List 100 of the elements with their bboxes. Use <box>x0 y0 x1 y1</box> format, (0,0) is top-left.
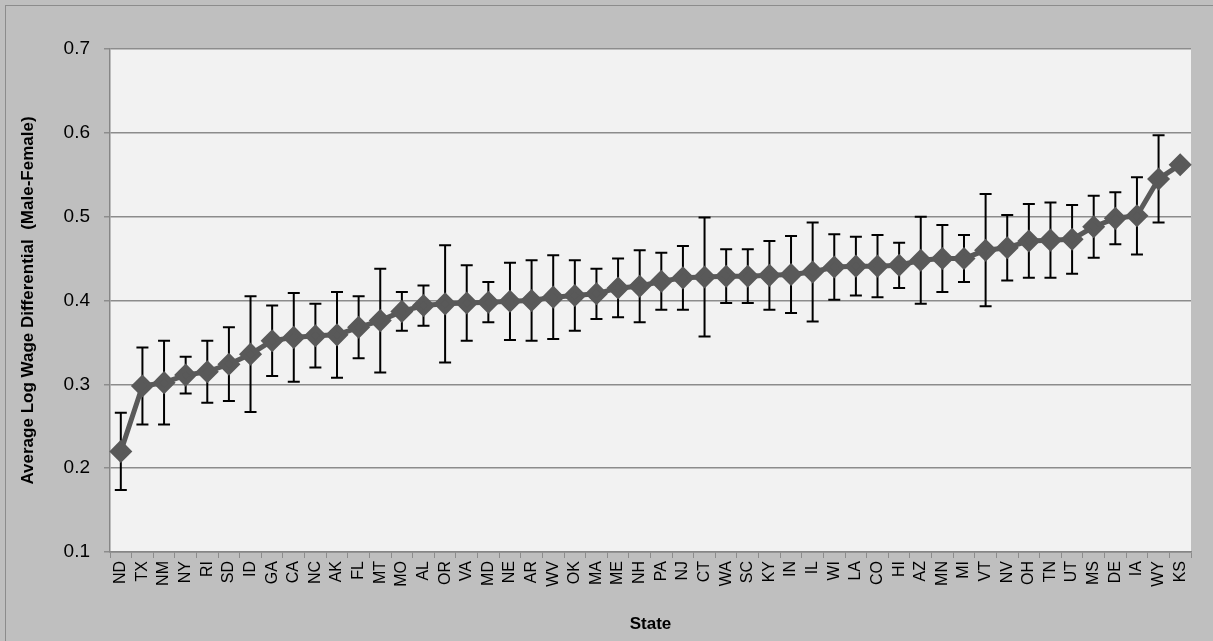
x-tick-label: MD <box>478 561 496 586</box>
point <box>845 255 867 277</box>
x-tick-label: WY <box>1148 560 1166 587</box>
x-tick-label: HI <box>889 561 907 577</box>
y-tick-label: 0.3 <box>63 372 90 394</box>
x-tick-label: WI <box>824 561 842 581</box>
x-tick-label: MO <box>392 561 410 587</box>
point <box>996 237 1018 259</box>
point <box>672 267 694 289</box>
x-tick-label: NC <box>305 561 323 585</box>
x-tick-label: OH <box>1019 561 1037 585</box>
x-tick-label: SC <box>738 561 756 584</box>
point <box>131 375 153 397</box>
point <box>391 300 413 322</box>
y-tick-label: 0.6 <box>63 121 90 143</box>
point <box>542 286 564 308</box>
point <box>477 291 499 313</box>
x-tick-label: IA <box>1127 560 1145 577</box>
point <box>1083 216 1105 238</box>
point <box>1039 229 1061 251</box>
x-tick-label: IL <box>803 560 821 575</box>
y-tick-label: 0.7 <box>63 37 90 59</box>
point <box>975 239 997 261</box>
point <box>737 265 759 287</box>
point <box>369 310 391 332</box>
point <box>1169 154 1191 176</box>
x-tick-label: NE <box>500 561 518 584</box>
point <box>240 343 262 365</box>
y-axis-title: Average Log Wage Differential (Male-Female) <box>17 116 37 485</box>
x-tick-label: NM <box>154 561 172 586</box>
point <box>1126 205 1148 227</box>
x-tick-label: LA <box>846 560 864 581</box>
x-tick-label: WV <box>543 560 561 587</box>
point <box>218 353 240 375</box>
x-tick-label: ND <box>111 561 129 585</box>
y-tick-label: 0.1 <box>63 540 90 562</box>
point <box>110 440 132 462</box>
x-tick-label: MT <box>370 560 388 585</box>
point <box>1104 207 1126 229</box>
x-tick-label: CO <box>867 561 885 585</box>
x-tick-label: AL <box>413 560 431 581</box>
x-tick-label: ME <box>608 561 626 585</box>
x-tick-label: GA <box>262 560 280 585</box>
x-tick-label: NH <box>630 561 648 585</box>
x-tick-label: RI <box>197 561 215 577</box>
point <box>867 255 889 277</box>
x-tick-label: AZ <box>911 560 929 582</box>
x-tick-label: IN <box>781 561 799 577</box>
x-tick-label: NV <box>997 560 1015 584</box>
x-tick-label: MA <box>586 560 604 585</box>
point <box>1148 168 1170 190</box>
x-tick-label: PA <box>651 560 669 582</box>
point <box>283 326 305 348</box>
x-tick-label: CA <box>284 560 302 584</box>
point <box>304 325 326 347</box>
x-tick-label: AK <box>327 560 345 583</box>
x-tick-label: UT <box>1062 560 1080 583</box>
x-tick-label: ID <box>240 561 258 577</box>
point <box>1018 230 1040 252</box>
x-tick-label: OK <box>565 560 583 585</box>
point <box>910 249 932 271</box>
point <box>650 270 672 292</box>
x-tick-label: SD <box>219 561 237 584</box>
point <box>521 290 543 311</box>
x-tick-label: MI <box>954 561 972 579</box>
point <box>175 364 197 386</box>
y-tick-label: 0.5 <box>63 204 90 226</box>
point <box>715 265 737 287</box>
point <box>564 284 586 306</box>
x-axis-title: State <box>629 614 672 634</box>
x-tick-label: TX <box>132 560 150 582</box>
x-tick-label: FL <box>349 560 367 580</box>
x-tick-label: VT <box>976 560 994 582</box>
x-tick-label: AR <box>522 561 539 584</box>
point <box>694 266 716 288</box>
point <box>261 330 283 352</box>
x-tick-label: CT <box>694 560 712 583</box>
y-tick-label: 0.4 <box>63 288 91 310</box>
point <box>823 256 845 278</box>
point <box>456 292 478 314</box>
x-tick-label: KY <box>759 560 777 583</box>
x-tick-label: VA <box>457 560 475 582</box>
point <box>607 277 629 299</box>
point <box>196 361 218 383</box>
point <box>326 324 348 346</box>
x-tick-label: KS <box>1170 561 1188 583</box>
point <box>348 316 370 338</box>
point <box>629 275 651 297</box>
x-tick-label: WA <box>716 560 734 587</box>
point <box>953 248 975 270</box>
y-tick-label: 0.2 <box>63 456 90 478</box>
point <box>153 372 175 394</box>
x-tick-label: OR <box>435 561 453 585</box>
point <box>499 290 521 312</box>
point <box>802 261 824 283</box>
x-tick-label: MN <box>932 561 950 586</box>
point <box>434 293 456 315</box>
point <box>1061 228 1083 250</box>
point <box>780 264 802 286</box>
point <box>585 283 607 305</box>
